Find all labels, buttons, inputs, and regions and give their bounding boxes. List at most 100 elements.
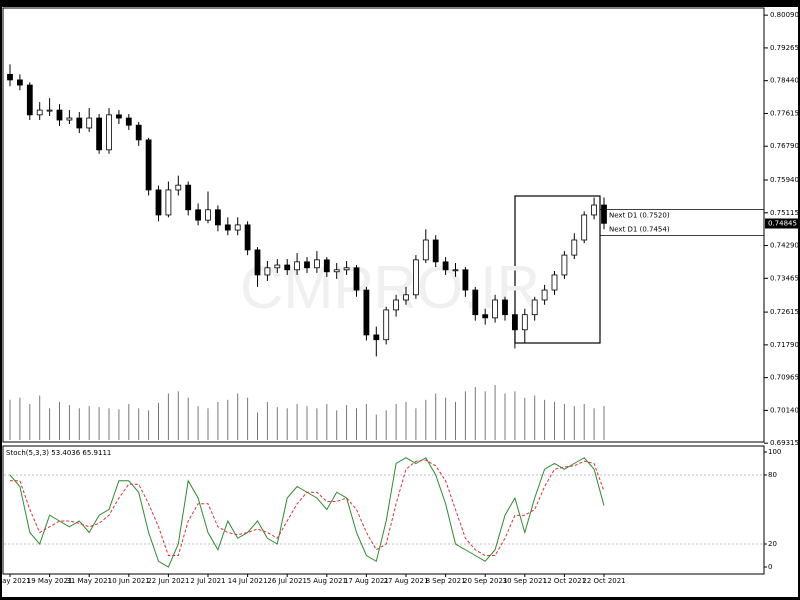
candle-body <box>214 209 221 226</box>
candle-body <box>442 261 449 271</box>
candle-body <box>224 224 231 231</box>
next-level-label: Next D1 (0.7520) <box>609 211 670 219</box>
candle-body <box>16 79 23 86</box>
x-tick-label: 12 Oct 2021 <box>543 577 586 585</box>
y-tick-label: 20 <box>768 540 777 548</box>
y-tick-label: 0.69315 <box>770 439 799 447</box>
x-tick-label: 27 Aug 2021 <box>384 577 429 585</box>
y-tick-label: 0.77615 <box>770 109 799 117</box>
candle-body <box>244 224 251 251</box>
x-tick-label: 26 Jul 2021 <box>267 577 307 585</box>
main-pane <box>2 7 765 443</box>
x-tick-label: 8 Sep 2021 <box>426 577 466 585</box>
x-tick-label: 14 Jul 2021 <box>228 577 268 585</box>
candle-body <box>323 259 330 273</box>
candle-body <box>403 294 409 301</box>
x-tick-label: 5 Aug 2021 <box>307 577 347 585</box>
candle-body <box>205 209 211 221</box>
candle-body <box>502 299 508 316</box>
candle-body <box>86 117 93 129</box>
candle-body <box>195 209 202 221</box>
y-tick-label: 0.75115 <box>770 209 799 217</box>
candle-body <box>383 309 390 341</box>
y-tick-label: 0.79265 <box>770 44 799 52</box>
candle-body <box>601 204 607 224</box>
y-tick-label: 0.71790 <box>770 341 799 349</box>
candle-body <box>432 239 439 263</box>
x-tick-label: 22 Jun 2021 <box>147 577 189 585</box>
candle-body <box>452 269 459 272</box>
candle-body <box>234 224 241 231</box>
candle-body <box>304 261 310 269</box>
candle-body <box>116 114 122 119</box>
candle-body <box>36 109 43 116</box>
candle-body <box>274 264 281 269</box>
candle-body <box>155 189 162 216</box>
candle-body <box>106 114 112 151</box>
candle-body <box>66 117 73 121</box>
candle-body <box>175 184 182 191</box>
candle-body <box>581 214 588 241</box>
candle-body <box>521 314 528 331</box>
candle-body <box>591 204 597 216</box>
last-price-label: 0.74845 <box>768 220 797 228</box>
candle-body <box>462 269 469 291</box>
x-tick-label: 22 Oct 2021 <box>582 577 625 585</box>
x-tick-label: 17 Aug 2021 <box>344 577 389 585</box>
candle-body <box>96 117 102 151</box>
candle-body <box>561 254 568 276</box>
background <box>2 7 798 597</box>
x-tick-label: 30 Sep 2021 <box>503 577 547 585</box>
x-tick-label: 31 May 2021 <box>66 577 112 585</box>
y-tick-label: 0.80090 <box>770 11 799 19</box>
candle-body <box>472 289 479 316</box>
y-tick-label: 0.78440 <box>770 77 799 85</box>
candle-body <box>482 314 489 319</box>
y-tick-label: 0.70965 <box>770 374 799 382</box>
candle-body <box>353 267 360 291</box>
y-tick-label: 0.70140 <box>770 406 799 414</box>
candle-body <box>264 267 271 276</box>
candle-body <box>7 73 13 81</box>
y-tick-label: 0 <box>768 563 772 571</box>
stoch-line <box>10 459 605 556</box>
candle-body <box>512 314 518 331</box>
candle-body <box>412 259 419 296</box>
candle-body <box>185 184 192 211</box>
candle-body <box>254 249 261 276</box>
next-level-label: Next D1 (0.7454) <box>609 226 670 234</box>
y-tick-label: 0.75940 <box>770 176 799 184</box>
indicator-title: Stoch(5,3,3) 53.4036 65.9111 <box>6 449 111 457</box>
candle-body <box>541 289 548 301</box>
candle-body <box>571 239 578 256</box>
candle-body <box>373 334 380 341</box>
y-tick-label: 0.76790 <box>770 142 799 150</box>
y-tick-label: 0.73465 <box>770 274 799 282</box>
x-tick-label: 10 Jun 2021 <box>108 577 150 585</box>
candle-body <box>165 189 172 216</box>
candle-body <box>313 259 320 269</box>
candle-body <box>46 109 53 112</box>
x-tick-label: 20 Sep 2021 <box>463 577 507 585</box>
candle-body <box>531 299 538 316</box>
drawn-rectangle <box>514 195 601 344</box>
y-tick-label: 80 <box>768 471 777 479</box>
stoch-pane <box>2 445 765 575</box>
candle-body <box>76 117 83 129</box>
candle-body <box>294 261 301 271</box>
y-tick-label: 0.72615 <box>770 308 799 316</box>
y-tick-label: 0.74290 <box>770 242 799 250</box>
candle-body <box>56 109 63 121</box>
x-tick-label: 19 May 2021 <box>27 577 73 585</box>
candle-body <box>145 139 152 191</box>
candle-body <box>26 84 33 116</box>
candle-body <box>492 299 499 319</box>
candle-body <box>393 299 400 311</box>
candle-body <box>284 264 291 271</box>
candle-body <box>422 239 429 261</box>
candle-body <box>135 124 142 141</box>
candle-body <box>333 269 340 273</box>
candle-body <box>125 117 132 126</box>
